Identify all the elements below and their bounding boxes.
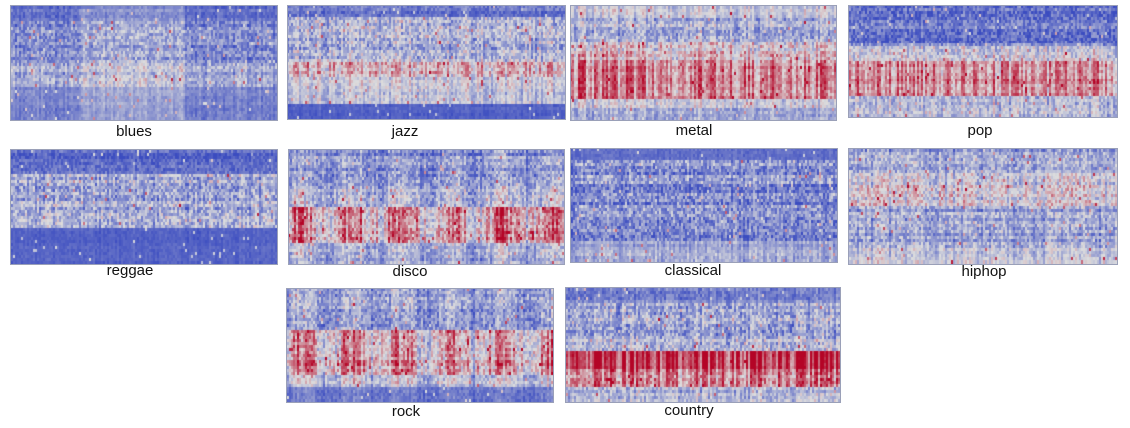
- spectrogram-classical: [570, 148, 838, 263]
- label-reggae: reggae: [106, 262, 154, 279]
- spectrogram-image: [10, 5, 278, 121]
- spectrogram-jazz: [287, 5, 566, 120]
- label-pop: pop: [967, 122, 993, 139]
- spectrogram-image: [288, 149, 565, 265]
- label-rock: rock: [391, 403, 421, 420]
- spectrogram-image: [286, 288, 554, 403]
- label-blues: blues: [116, 123, 152, 140]
- label-metal: metal: [675, 122, 713, 139]
- spectrogram-blues: [10, 5, 278, 121]
- spectrogram-rock: [286, 288, 554, 403]
- spectrogram-reggae: [10, 149, 278, 265]
- spectrogram-hiphop: [848, 148, 1118, 265]
- spectrogram-image: [10, 149, 278, 265]
- label-hiphop: hiphop: [961, 263, 1007, 280]
- spectrogram-image: [570, 148, 838, 263]
- spectrogram-pop: [848, 5, 1118, 118]
- spectrogram-image: [565, 287, 841, 403]
- spectrogram-image: [848, 5, 1118, 118]
- spectrogram-image: [287, 5, 566, 120]
- label-disco: disco: [392, 263, 428, 280]
- label-classical: classical: [664, 262, 722, 279]
- spectrogram-image: [848, 148, 1118, 265]
- label-jazz: jazz: [391, 123, 419, 140]
- spectrogram-image: [570, 5, 837, 121]
- spectrogram-disco: [288, 149, 565, 265]
- spectrogram-metal: [570, 5, 837, 121]
- spectrogram-country: [565, 287, 841, 403]
- label-country: country: [664, 402, 714, 419]
